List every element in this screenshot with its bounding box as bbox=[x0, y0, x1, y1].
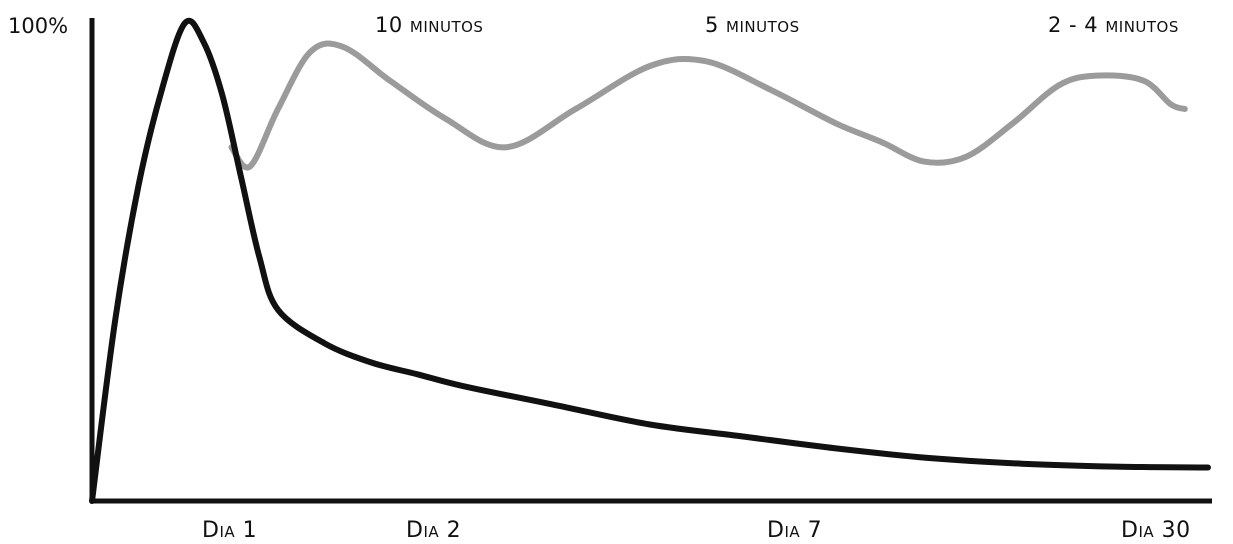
y-max-label: 100% bbox=[8, 14, 68, 38]
annotation-label: 2 - 4 minutos bbox=[1048, 13, 1179, 37]
x-tick-label: Dia 1 bbox=[202, 518, 257, 543]
review-curve-line bbox=[228, 40, 1188, 171]
x-tick-label: Dia 7 bbox=[767, 518, 822, 543]
annotation-label: 10 minutos bbox=[375, 13, 483, 37]
x-tick-label: Dia 2 bbox=[406, 518, 461, 543]
forgetting-curve-line bbox=[89, 17, 1211, 504]
series-layer bbox=[89, 17, 1211, 504]
x-tick-labels: Dia 1 Dia 2 Dia 7 Dia 30 bbox=[202, 518, 1191, 543]
x-tick-label: Dia 30 bbox=[1121, 518, 1191, 543]
axes bbox=[89, 18, 1212, 504]
annotation-label: 5 minutos bbox=[705, 13, 800, 37]
interval-annotations: 10 minutos 5 minutos 2 - 4 minutos bbox=[375, 13, 1179, 37]
